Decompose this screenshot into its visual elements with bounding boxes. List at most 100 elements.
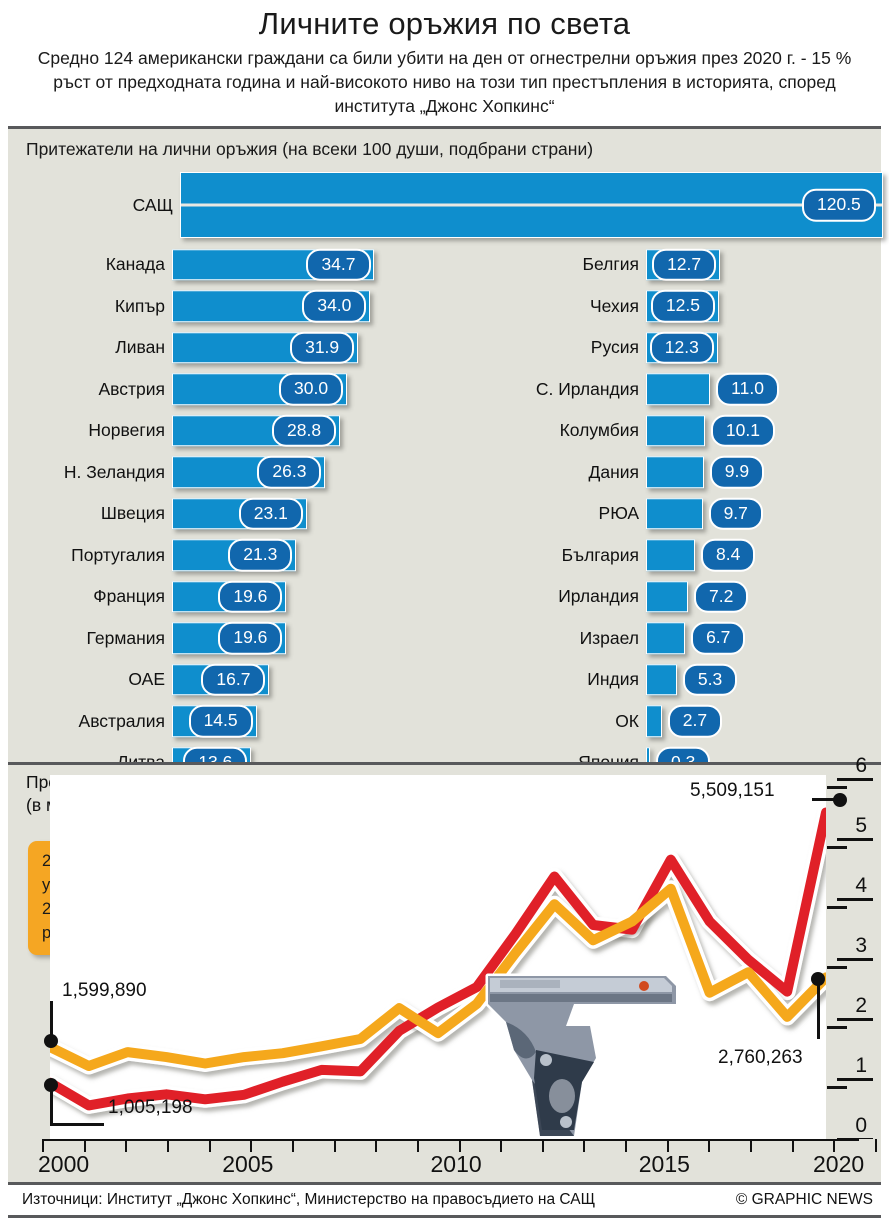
bar-row: Н. Зеландия 26.3 — [8, 452, 500, 494]
bar-value-usa: 120.5 — [802, 188, 876, 222]
bar-track: 21.3 — [172, 535, 500, 577]
bar-value: 19.6 — [218, 622, 283, 655]
x-tick-mark — [166, 1139, 169, 1152]
bar-track: 5.3 — [646, 659, 881, 701]
bar-row: Швеция 23.1 — [8, 493, 500, 535]
production-y-axis: 0 1 2 3 4 5 6 — [819, 754, 881, 1149]
x-tick-mark — [541, 1139, 544, 1152]
bar-track: 19.6 — [172, 618, 500, 660]
bar-label: ОАЕ — [128, 669, 165, 690]
bar-row: ОК 2.7 — [500, 701, 881, 743]
bar-row: Канада 34.7 — [8, 244, 500, 286]
x-tick-mark — [791, 1139, 794, 1152]
bar-track: 34.7 — [172, 244, 500, 286]
annotation-pistols-start: 1,005,198 — [108, 1097, 193, 1118]
bar-value: 12.7 — [652, 248, 717, 281]
marker-pistols-end — [833, 793, 847, 808]
bar-track: 9.9 — [646, 452, 881, 494]
bar-track: 12.7 — [646, 244, 881, 286]
footer-sources: Източници: Институт „Джонс Хопкинс“, Мин… — [22, 1191, 596, 1208]
y-tick-label: 4 — [855, 874, 867, 897]
x-tick-label: 2015 — [638, 1151, 690, 1177]
bar-label: С. Ирландия — [535, 378, 639, 399]
bar-label: Германия — [86, 627, 165, 648]
x-tick-label: 2020 — [813, 1151, 865, 1177]
bar-label: Индия — [587, 669, 639, 690]
x-tick-label: 2005 — [222, 1151, 274, 1177]
y-tick-mark — [837, 838, 873, 841]
footer-copyright: © GRAPHIC NEWS — [735, 1191, 873, 1208]
bar-value: 16.7 — [201, 663, 266, 696]
y-tick-mark-minor — [827, 966, 847, 969]
y-tick-mark-minor — [827, 906, 847, 909]
y-tick-mark — [837, 778, 873, 781]
x-tick-mark — [458, 1139, 461, 1152]
bar-row: Индия 5.3 — [500, 659, 881, 701]
bar-label: Н. Зеландия — [63, 461, 165, 482]
x-tick-mark — [291, 1139, 294, 1152]
bar-value: 31.9 — [290, 331, 355, 364]
bar-row: Белгия 12.7 — [500, 244, 881, 286]
page-title: Личните оръжия по света — [258, 6, 631, 41]
x-tick-mark — [583, 1139, 586, 1152]
bar-value: 28.8 — [272, 414, 337, 447]
bar-track: 11.0 — [646, 369, 881, 411]
bar-value: 11.0 — [716, 373, 779, 406]
bar-value: 12.5 — [650, 290, 715, 323]
y-tick-mark-minor — [827, 846, 847, 849]
x-tick-label: 2010 — [430, 1151, 482, 1177]
annotation-rifles-start: 1,599,890 — [62, 980, 147, 1001]
bar-value: 23.1 — [238, 497, 303, 530]
x-tick-mark — [42, 1139, 44, 1152]
header: Личните оръжия по света Средно 124 амери… — [0, 0, 889, 118]
y-tick-mark — [837, 898, 873, 901]
leader-pistols-start-h — [50, 1122, 104, 1126]
bar-row: Ирландия 7.2 — [500, 576, 881, 618]
bar-value: 9.7 — [708, 497, 763, 530]
y-tick-mark-minor — [827, 1086, 847, 1089]
bar-row: Ливан 31.9 — [8, 327, 500, 369]
x-tick-mark — [333, 1139, 336, 1152]
marker-rifles-start — [44, 1034, 58, 1048]
bar-track: 12.5 — [646, 286, 881, 328]
y-tick-mark-minor — [827, 1026, 847, 1029]
bar — [646, 539, 695, 571]
bar — [646, 498, 703, 530]
x-tick-mark — [666, 1139, 669, 1152]
bar-track: 19.6 — [172, 576, 500, 618]
bar-row: С. Ирландия 11.0 — [500, 369, 881, 411]
bar-label: Ирландия — [558, 586, 639, 607]
bar-value: 26.3 — [257, 456, 322, 489]
bar-row: Израел 6.7 — [500, 618, 881, 660]
bar-row: Франция 19.6 — [8, 576, 500, 618]
x-tick-mark — [416, 1139, 419, 1152]
production-panel: Производство на огнестрелни оръжия в САЩ… — [8, 762, 881, 1172]
x-tick-mark — [250, 1139, 253, 1152]
bar-row-usa: САЩ 120.5 — [8, 166, 883, 244]
bar-label: Ливан — [115, 337, 165, 358]
bar-value: 7.2 — [694, 580, 749, 613]
x-tick-mark — [833, 1139, 836, 1152]
x-tick-mark — [208, 1139, 211, 1152]
bar-track: 6.7 — [646, 618, 881, 660]
bar-column-right: Белгия 12.7 Чехия 12.5 Русия 12.3 С. Ирландия 1… — [500, 244, 881, 784]
bar-track: 10.1 — [646, 410, 881, 452]
bar-track: 26.3 — [172, 452, 500, 494]
bar-track: 7.2 — [646, 576, 881, 618]
bar-track: 31.9 — [172, 327, 500, 369]
bar-row: Колумбия 10.1 — [500, 410, 881, 452]
bar-track: 16.7 — [172, 659, 500, 701]
bar-track: 34.0 — [172, 286, 500, 328]
bar-label: Дания — [588, 461, 639, 482]
bar-row: Русия 12.3 — [500, 327, 881, 369]
bar-row: България 8.4 — [500, 535, 881, 577]
bar-row: Австрия 30.0 — [8, 369, 500, 411]
production-plot — [50, 775, 826, 1149]
production-x-axis: 2000 2005 2010 2015 2020 — [8, 1139, 881, 1185]
bar-row: РЮА 9.7 — [500, 493, 881, 535]
bar-column-left: Канада 34.7 Кипър 34.0 Ливан 31.9 Австрия 30.0 Н… — [8, 244, 500, 784]
bar-label: Колумбия — [559, 420, 639, 441]
y-tick-label: 2 — [855, 994, 867, 1017]
bar-track: 30.0 — [172, 369, 500, 411]
bar-value: 5.3 — [682, 663, 738, 696]
